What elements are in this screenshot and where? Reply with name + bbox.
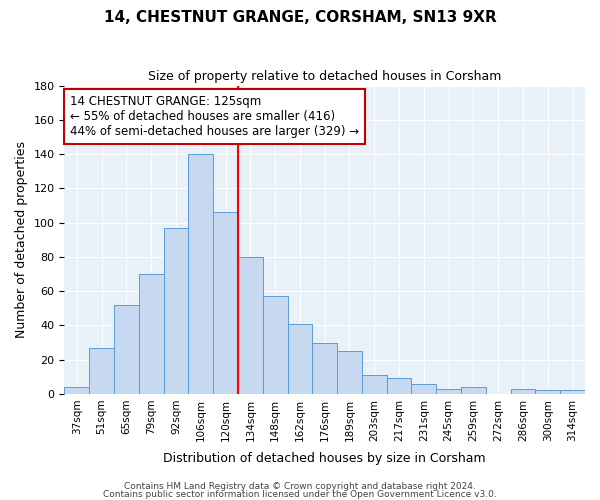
Bar <box>164 228 188 394</box>
Bar <box>313 342 337 394</box>
Y-axis label: Number of detached properties: Number of detached properties <box>15 141 28 338</box>
Title: Size of property relative to detached houses in Corsham: Size of property relative to detached ho… <box>148 70 502 83</box>
Bar <box>436 389 461 394</box>
Bar <box>386 378 412 394</box>
Text: Contains public sector information licensed under the Open Government Licence v3: Contains public sector information licen… <box>103 490 497 499</box>
Bar <box>114 305 139 394</box>
Bar <box>461 387 486 394</box>
Bar <box>139 274 164 394</box>
Bar <box>89 348 114 394</box>
Bar <box>337 351 362 394</box>
Bar <box>213 212 238 394</box>
Bar <box>362 375 386 394</box>
Text: 14, CHESTNUT GRANGE, CORSHAM, SN13 9XR: 14, CHESTNUT GRANGE, CORSHAM, SN13 9XR <box>104 10 496 25</box>
X-axis label: Distribution of detached houses by size in Corsham: Distribution of detached houses by size … <box>163 452 486 465</box>
Bar <box>412 384 436 394</box>
Bar <box>287 324 313 394</box>
Bar <box>64 387 89 394</box>
Bar <box>263 296 287 394</box>
Bar <box>511 389 535 394</box>
Text: 14 CHESTNUT GRANGE: 125sqm
← 55% of detached houses are smaller (416)
44% of sem: 14 CHESTNUT GRANGE: 125sqm ← 55% of deta… <box>70 95 359 138</box>
Text: Contains HM Land Registry data © Crown copyright and database right 2024.: Contains HM Land Registry data © Crown c… <box>124 482 476 491</box>
Bar <box>560 390 585 394</box>
Bar <box>535 390 560 394</box>
Bar <box>188 154 213 394</box>
Bar <box>238 257 263 394</box>
